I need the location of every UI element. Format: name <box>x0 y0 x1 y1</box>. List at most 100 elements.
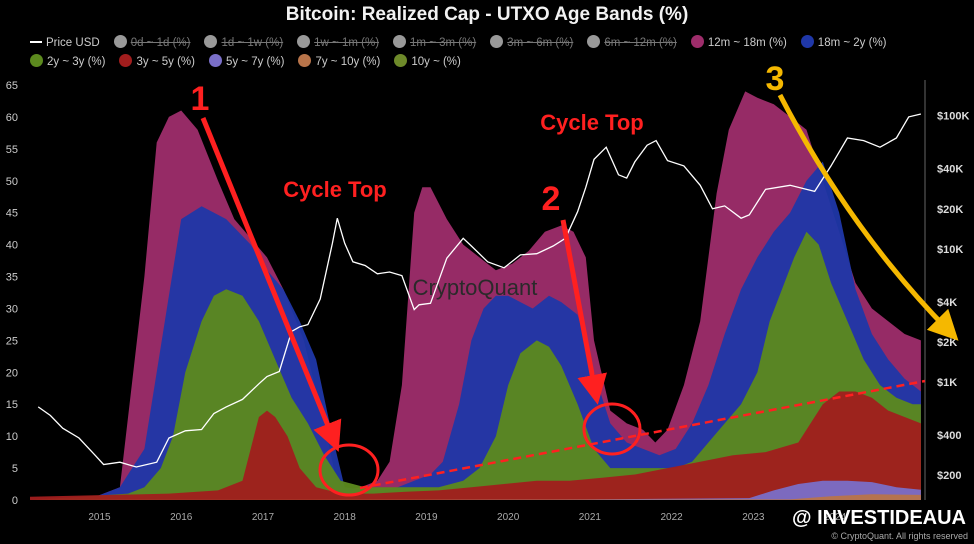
legend-marker <box>208 54 222 67</box>
legend-item-2y-3y[interactable]: 2y ~ 3y (%) <box>30 53 105 72</box>
y-tick-label: 45 <box>6 208 18 220</box>
price-tick-label: $2K <box>937 337 957 349</box>
legend-item-price-usd[interactable]: Price USD <box>30 34 100 53</box>
y-tick-label: 60 <box>6 112 18 124</box>
legend-marker <box>30 54 43 67</box>
legend-item-10y[interactable]: 10y ~ (%) <box>394 53 461 72</box>
legend-marker <box>297 35 311 48</box>
price-line-layer <box>37 113 922 468</box>
legend-marker <box>113 35 127 48</box>
annotation-layer: 1 Cycle Top Cycle Top 2 3 <box>191 60 959 497</box>
legend-item-18m-2y[interactable]: 18m ~ 2y (%) <box>800 34 887 53</box>
area-bands <box>30 91 921 501</box>
legend-marker <box>119 54 133 67</box>
y-tick-label: 15 <box>6 399 18 411</box>
price-tick-label: $200 <box>937 470 961 482</box>
y-tick-label: 40 <box>6 240 18 252</box>
legend-item-1d-1w[interactable]: 1d ~ 1w (%) <box>204 34 283 53</box>
legend-marker <box>800 35 814 48</box>
arrow-3 <box>777 93 959 341</box>
y-tick-label: 65 <box>6 80 18 92</box>
chart-title: Bitcoin: Realized Cap - UTXO Age Bands (… <box>285 4 689 25</box>
legend-item-6m-12m[interactable]: 6m ~ 12m (%) <box>587 34 677 53</box>
arrow-1 <box>200 117 342 452</box>
x-tick-label: 2018 <box>334 512 357 523</box>
x-tick-label: 2020 <box>497 512 520 523</box>
axes: 0 5 10 15 20 25 30 35 40 45 50 55 60 65 $200 $400 $1K $2K… <box>6 80 969 523</box>
arrow-2 <box>560 219 607 405</box>
price-tick-label: $1K <box>937 377 957 389</box>
y-tick-label: 20 <box>6 367 18 379</box>
watermark: CryptoQuant <box>413 275 538 300</box>
legend-marker <box>490 35 504 48</box>
legend-label: 12m ~ 18m (%) <box>707 37 787 49</box>
legend-label: 3m ~ 6m (%) <box>507 37 574 49</box>
legend-marker <box>298 54 312 67</box>
annotation-2: 2 <box>542 180 561 218</box>
price-tick-label: $4K <box>937 297 957 309</box>
legend-item-12m-18m[interactable]: 12m ~ 18m (%) <box>690 34 787 53</box>
price-usd-line <box>37 113 922 468</box>
area-2y-3y <box>30 231 921 501</box>
legend-label: 10y ~ (%) <box>411 56 461 68</box>
credit-label: © CryptoQuant. All rights reserved <box>831 531 968 541</box>
price-tick-label: $10K <box>937 244 963 256</box>
legend-label: 1m ~ 3m (%) <box>410 37 477 49</box>
circle-bottom-1 <box>318 443 380 497</box>
y-tick-label: 10 <box>6 431 18 443</box>
x-tick-label: 2016 <box>170 512 193 523</box>
legend-label: 0d ~ 1d (%) <box>130 37 191 49</box>
legend-label: 3y ~ 5y (%) <box>136 56 195 68</box>
legend-marker <box>204 35 218 48</box>
legend-item-3y-5y[interactable]: 3y ~ 5y (%) <box>119 53 195 72</box>
y-tick-label: 35 <box>6 272 18 284</box>
x-tick-label: 2015 <box>88 512 111 523</box>
y-tick-label: 30 <box>6 303 18 315</box>
legend-label: 18m ~ 2y (%) <box>817 37 887 49</box>
price-tick-label: $20K <box>937 204 963 216</box>
y-tick-label: 55 <box>6 144 18 156</box>
legend-item-5y-7y[interactable]: 5y ~ 7y (%) <box>208 53 285 72</box>
area-7y-10y <box>30 494 921 500</box>
area-3y-5y <box>30 391 921 500</box>
circle-bottom-2 <box>582 402 642 456</box>
legend-item-7y-10y[interactable]: 7y ~ 10y (%) <box>298 53 380 72</box>
annotation-cycle-top-2: Cycle Top <box>540 110 644 135</box>
brand-label: @ INVESTIDEAUA <box>792 507 966 529</box>
legend-label: 7y ~ 10y (%) <box>315 56 381 68</box>
legend-marker <box>30 41 42 43</box>
legend-label: 2y ~ 3y (%) <box>47 56 106 68</box>
annotation-3: 3 <box>766 60 785 98</box>
chart-legend: Price USD 0d ~ 1d (%) 1d ~ 1w (%) 1w ~ 1m (… <box>30 34 970 72</box>
x-tick-label: 2017 <box>252 512 275 523</box>
legend-label: 5y ~ 7y (%) <box>225 56 285 68</box>
legend-label: 1w ~ 1m (%) <box>314 37 380 49</box>
y-tick-label: 0 <box>12 495 18 507</box>
legend-marker <box>587 35 601 48</box>
legend-label: 6m ~ 12m (%) <box>604 37 677 49</box>
y-tick-label: 5 <box>12 463 18 475</box>
x-tick-label: 2024 <box>824 512 847 523</box>
legend-marker <box>393 35 407 48</box>
x-tick-label: 2022 <box>660 512 683 523</box>
annotation-1: 1 <box>191 80 210 118</box>
price-tick-label: $100K <box>937 111 969 123</box>
price-tick-label: $400 <box>937 430 961 442</box>
legend-item-1w-1m[interactable]: 1w ~ 1m (%) <box>297 34 379 53</box>
y-tick-label: 50 <box>6 176 18 188</box>
y-tick-label: 25 <box>6 335 18 347</box>
trendline <box>359 379 926 490</box>
legend-label: Price USD <box>46 37 100 49</box>
legend-item-0d-1d[interactable]: 0d ~ 1d (%) <box>113 34 191 53</box>
legend-label: 1d ~ 1w (%) <box>221 37 284 49</box>
x-tick-label: 2019 <box>415 512 438 523</box>
annotation-cycle-top-1: Cycle Top <box>283 177 387 202</box>
x-tick-label: 2021 <box>579 512 602 523</box>
price-tick-label: $40K <box>937 164 963 176</box>
legend-item-3m-6m[interactable]: 3m ~ 6m (%) <box>490 34 573 53</box>
legend-marker <box>690 35 704 48</box>
x-tick-label: 2023 <box>742 512 765 523</box>
legend-marker <box>394 54 408 67</box>
legend-item-1m-3m[interactable]: 1m ~ 3m (%) <box>393 34 476 53</box>
